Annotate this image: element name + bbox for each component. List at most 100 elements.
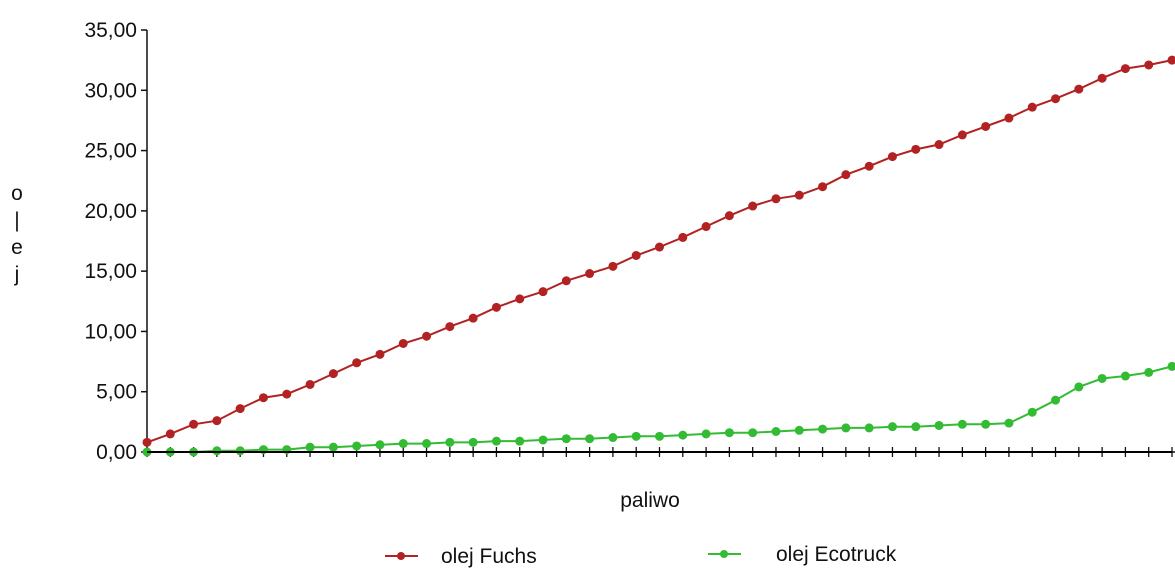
data-point [165,429,175,439]
data-point [1097,373,1107,383]
data-point [468,313,478,323]
data-point [841,423,851,433]
data-point [538,435,548,445]
data-point [655,242,664,252]
y-axis-title: o | ej [11,182,23,286]
data-point [1074,84,1084,94]
y-ticks: 0,00 5,00 10,00 15,00 20,00 25,00 30,00 35,00 [84,19,147,464]
data-point [258,393,268,403]
data-point [1144,60,1154,70]
data-point [1120,371,1130,381]
data-point [1167,361,1175,371]
data-point [422,331,432,341]
data-point [305,442,315,452]
data-point [655,431,664,441]
data-point [1167,55,1175,65]
data-point [724,211,734,221]
data-point [957,419,967,429]
legend: olej Fuchs olej Ecotruck [385,543,897,568]
data-point [538,287,548,297]
legend-label-fuchs: olej Fuchs [441,545,537,568]
y-tick-label: 15,00 [84,260,137,283]
data-point [235,404,245,414]
data-point [468,437,478,447]
x-axis-title: paliwo [620,489,680,512]
data-point [561,276,571,286]
y-tick-label: 25,00 [84,140,137,163]
data-point [981,419,991,429]
data-point [887,422,897,432]
data-point [818,424,828,434]
data-point [1027,102,1037,112]
data-point [1004,418,1014,428]
data-point [1120,64,1130,74]
legend-item-ecotruck: olej Ecotruck [708,543,897,566]
legend-marker-fuchs [397,552,405,560]
legend-marker-ecotruck [720,550,728,558]
legend-label-ecotruck: olej Ecotruck [776,543,897,566]
y-tick-label: 35,00 [84,19,137,42]
y-tick-label: 30,00 [84,79,137,102]
data-point [235,446,245,456]
data-point [631,431,641,441]
data-point [352,441,362,451]
data-point [398,439,408,449]
data-point [887,152,897,162]
data-point [794,190,804,200]
data-point [934,420,944,430]
data-point [981,121,991,131]
data-point [328,442,338,452]
data-point [701,429,711,439]
data-point [911,144,921,154]
data-point [1027,407,1037,417]
data-point [375,440,385,450]
series-olej-ecotruck [142,361,1175,457]
data-point [515,436,525,446]
data-point [515,294,525,304]
data-point [631,250,641,260]
data-point [1097,73,1107,83]
data-point [911,422,921,432]
data-point [212,446,222,456]
data-point [957,130,967,140]
data-point [1051,395,1061,405]
data-point [794,425,804,435]
data-point [701,222,711,232]
data-point [142,437,152,447]
y-tick-label: 5,00 [96,381,137,404]
y-axis-title-letter: j [14,263,20,286]
y-tick-label: 0,00 [96,441,137,464]
data-point [818,182,828,192]
data-point [678,430,688,440]
data-point [375,349,385,359]
y-axis-title-letter: e [11,236,23,259]
series-layer [142,55,1175,457]
data-point [398,338,408,348]
data-point [678,232,688,242]
data-point [445,437,455,447]
data-point [1051,94,1061,104]
data-point [422,439,432,449]
data-point [585,269,595,279]
y-axis-title-letter: | [14,209,19,232]
data-point [328,369,338,379]
data-point [212,416,222,426]
data-point [608,261,618,271]
series-olej-fuchs [142,55,1175,447]
data-point [864,161,874,171]
data-point [608,433,618,443]
data-point [352,358,362,368]
data-point [491,436,501,446]
y-tick-label: 20,00 [84,200,137,223]
data-point [771,194,781,204]
data-point [1074,382,1084,392]
data-point [282,389,292,399]
data-point [934,140,944,150]
y-axis-title-letter: o [11,182,23,205]
data-point [561,434,571,444]
data-point [724,428,734,438]
legend-item-fuchs: olej Fuchs [385,545,537,568]
data-point [305,379,315,389]
data-point [189,419,199,429]
